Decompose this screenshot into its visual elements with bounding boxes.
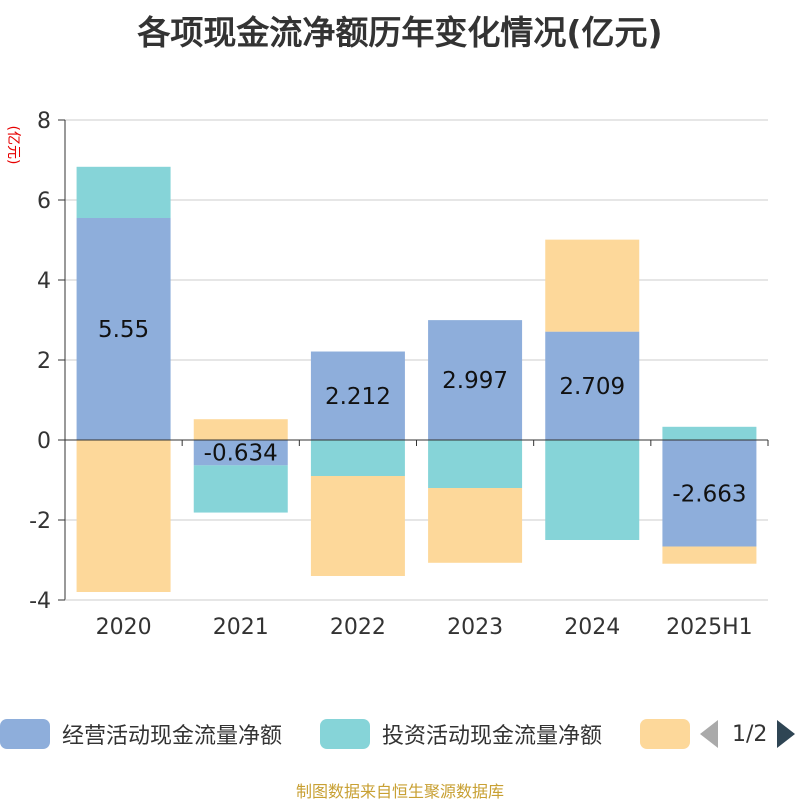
bar-investing	[545, 440, 640, 540]
bar-investing	[193, 465, 288, 513]
data-label: -0.634	[204, 441, 278, 467]
bar-operating	[310, 351, 405, 440]
bar-investing	[76, 166, 171, 218]
chart-title: 各项现金流净额历年变化情况(亿元)	[137, 13, 663, 52]
bar-financing	[545, 239, 640, 332]
bar-operating	[193, 440, 288, 466]
y-tick-label: 0	[37, 429, 51, 454]
legend-prev-icon[interactable]	[700, 720, 718, 748]
data-label: 5.55	[98, 317, 149, 343]
source-note: 制图数据来自恒生聚源数据库	[295, 782, 504, 801]
data-label: -2.663	[672, 481, 746, 507]
legend-label-investing: 投资活动现金流量净额	[382, 724, 603, 749]
legend: 经营活动现金流量净额 投资活动现金流量净额 1/2	[0, 714, 800, 754]
x-tick-label: 2024	[564, 615, 620, 640]
bar-investing	[310, 440, 405, 476]
y-tick-label: 4	[37, 269, 51, 294]
y-tick-label: 8	[37, 109, 51, 134]
y-axis-label: (亿元)	[5, 126, 21, 165]
chart-area: -4 -2 0 2 4 6 8 (亿元) 5.55 -0.634 2.212 2.997 2.709 -2…	[5, 109, 769, 640]
bar-operating	[76, 218, 171, 440]
bar-operating	[545, 331, 640, 440]
legend-pager: 1/2	[700, 714, 796, 754]
x-tick-label: 2020	[96, 615, 152, 640]
data-label: 2.997	[442, 368, 508, 394]
y-tick-label: -2	[29, 509, 51, 534]
bar-investing	[428, 440, 523, 488]
legend-item-financing[interactable]	[640, 714, 690, 754]
bar-financing	[310, 476, 405, 576]
bar-financing	[662, 546, 757, 564]
legend-label-operating: 经营活动现金流量净额	[62, 724, 283, 749]
data-label: 2.212	[325, 384, 391, 410]
x-tick-label: 2023	[447, 615, 503, 640]
bar-financing	[76, 440, 171, 592]
legend-swatch-financing	[640, 719, 690, 749]
legend-swatch-investing	[320, 719, 370, 749]
bar-investing	[662, 426, 757, 440]
y-tick-label: 6	[37, 189, 51, 214]
data-label: 2.709	[559, 374, 625, 400]
legend-next-icon[interactable]	[777, 720, 796, 748]
x-tick-label: 2021	[213, 615, 269, 640]
legend-swatch-operating	[0, 719, 50, 749]
bar-operating	[428, 320, 523, 440]
legend-item-investing[interactable]: 投资活动现金流量净额	[320, 714, 602, 754]
y-tick-label: -4	[29, 589, 51, 614]
bar-operating	[662, 440, 757, 547]
x-tick-label: 2025H1	[666, 615, 753, 640]
legend-item-operating[interactable]: 经营活动现金流量净额	[0, 714, 282, 754]
x-tick-label: 2022	[330, 615, 386, 640]
y-tick-label: 2	[37, 349, 51, 374]
legend-page-indicator: 1/2	[732, 721, 768, 747]
bar-financing	[428, 488, 523, 563]
bar-financing	[193, 419, 288, 440]
